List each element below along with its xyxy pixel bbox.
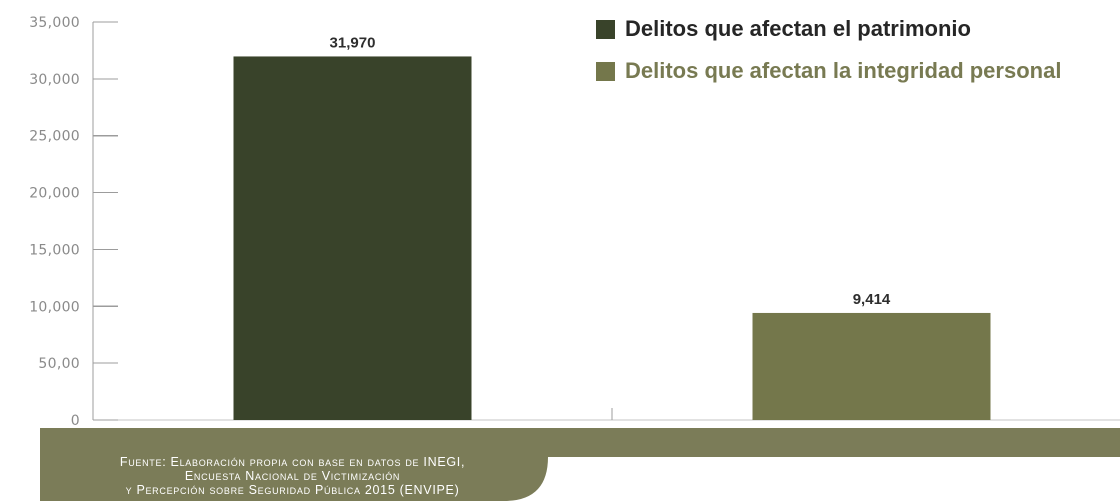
legend-label: Delitos que afectan la integridad person… <box>625 58 1062 83</box>
source-line: Encuesta Nacional de Victimización <box>184 469 401 483</box>
y-tick-label: 15,000 <box>29 242 80 258</box>
y-axis: 35,000 30,000 25,000 20,000 15,000 10,000 50,0… <box>29 15 118 429</box>
bars: 31,970 9,414 <box>233 34 991 420</box>
y-tick-label: 10,000 <box>29 299 80 315</box>
y-tick-label: 50,00 <box>38 356 80 372</box>
y-tick-label: 25,000 <box>29 129 80 145</box>
legend-item-patrimonio: Delitos que afectan el patrimonio <box>596 18 1061 40</box>
legend: Delitos que afectan el patrimonio Delito… <box>596 18 1061 102</box>
source-note: Fuente: Elaboración propia con base en d… <box>40 455 545 497</box>
bar-value-label: 31,970 <box>330 34 376 51</box>
y-tick-label: 0 <box>71 413 80 429</box>
y-tick-label: 20,000 <box>29 186 80 202</box>
legend-item-integridad: Delitos que afectan la integridad person… <box>596 60 1061 82</box>
source-band <box>40 428 1120 501</box>
legend-swatch <box>596 19 615 39</box>
y-tick-label: 35,000 <box>29 15 80 31</box>
source-line: y Percepción sobre Seguridad Pública 201… <box>125 483 460 497</box>
bar-value-label: 9,414 <box>853 291 891 308</box>
bar <box>752 312 991 420</box>
y-tick-label: 30,000 <box>29 72 80 88</box>
source-line: Fuente: Elaboración propia con base en d… <box>119 455 466 469</box>
bar <box>233 56 472 420</box>
legend-swatch <box>596 61 615 81</box>
legend-label: Delitos que afectan el patrimonio <box>625 16 971 41</box>
